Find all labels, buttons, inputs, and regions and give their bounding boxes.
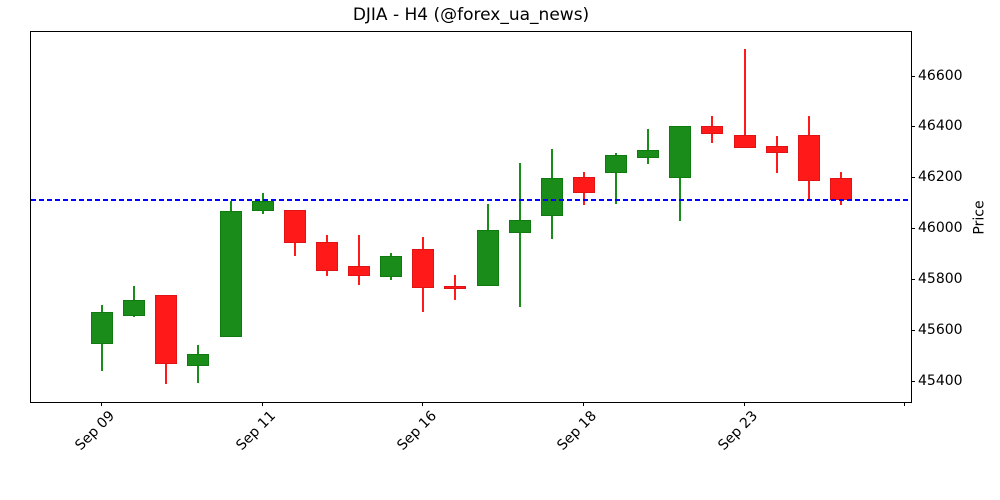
y-tick-mark [911,177,915,179]
candle-body [380,255,403,278]
candle-body [733,134,756,148]
candle-wick [358,235,361,285]
candle-body [412,249,435,288]
y-tick-mark [911,329,915,331]
candle-wick [647,128,650,165]
y-axis-label: Price [971,200,988,235]
candle-body [572,176,595,194]
plot-area [30,31,912,403]
candle-wick [518,162,521,307]
candle-body [219,211,242,338]
candle-wick [615,152,618,204]
candle-body [637,150,660,158]
candle-body [540,178,563,217]
candle-body [123,300,146,316]
candle-body [283,210,306,244]
candle-wick [775,136,778,174]
x-tick-label: Sep 16 [393,408,440,454]
x-tick-mark [743,402,745,406]
y-tick-label: 46600 [918,67,963,84]
y-tick-label: 45400 [918,372,963,389]
x-tick-mark [101,402,102,406]
candle-wick [743,48,746,148]
y-tick-mark [911,126,915,128]
y-tick-label: 45800 [918,270,963,287]
candle-body [251,201,274,212]
x-tick-mark [422,402,424,406]
candle-body [797,134,820,181]
candle-body [315,241,338,272]
candle-body [155,295,178,364]
y-tick-mark [911,228,915,230]
candle-body [669,126,692,179]
y-tick-label: 45600 [918,321,963,338]
y-tick-label: 46200 [918,169,963,186]
y-tick-label: 46000 [918,220,963,237]
x-tick-label: Sep 11 [233,408,279,454]
y-tick-mark [911,75,915,77]
x-tick-mark [261,402,263,406]
x-tick-label: Sep 23 [715,408,761,454]
candle-body [701,126,724,134]
current-price-line [31,198,911,201]
x-tick-label: Sep 09 [72,408,119,454]
candle-body [829,178,852,200]
candle-body [187,353,210,367]
candle-body [508,220,531,233]
candle-body [605,155,628,174]
y-tick-mark [911,380,915,382]
candle-body [476,230,499,287]
x-tick-label: Sep 18 [554,408,601,454]
candle-body [765,146,788,153]
y-tick-mark [911,278,915,280]
y-tick-label: 46400 [918,118,963,135]
chart-title: DJIA - H4 (@forex_ua_news) [352,5,590,25]
x-tick-mark [904,402,906,406]
candle-body [91,311,113,344]
x-tick-mark [582,402,584,406]
candle-body [444,286,467,289]
candle-body [348,265,371,277]
